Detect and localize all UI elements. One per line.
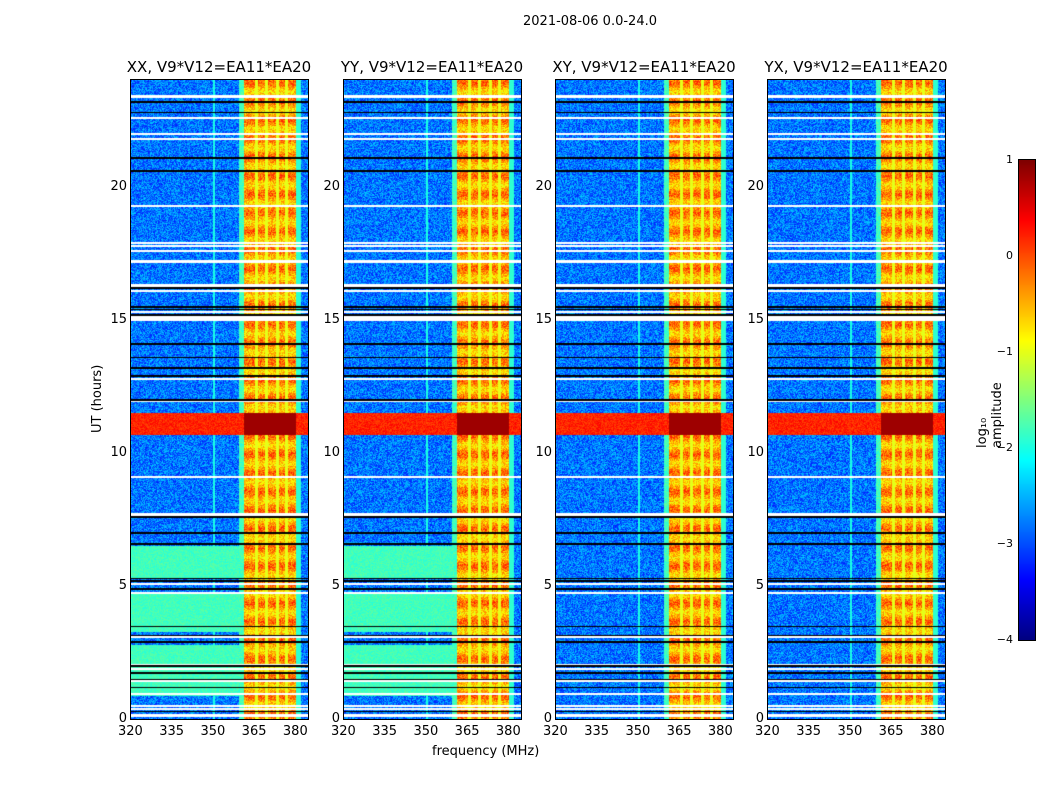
x-tick-label: 335 [159, 724, 185, 739]
x-tick-label: 380 [919, 724, 945, 739]
colorbar-tick-label: 0 [1006, 249, 1013, 262]
x-tick-label: 335 [584, 724, 610, 739]
y-tick-label: 10 [747, 444, 764, 460]
y-tick-label: 20 [535, 178, 552, 194]
heatmap-image [556, 80, 733, 719]
waterfall-panel [767, 79, 946, 720]
y-tick-label: 15 [323, 311, 340, 327]
y-tick-label: 0 [118, 711, 127, 726]
x-tick-label: 350 [625, 724, 651, 739]
x-tick-label: 320 [118, 724, 143, 739]
x-tick-label: 365 [454, 724, 480, 739]
x-tick-label: 320 [755, 724, 780, 739]
y-tick-label: 10 [323, 444, 340, 460]
y-tick-label: 10 [535, 444, 552, 460]
x-tick-label: 350 [200, 724, 226, 739]
y-tick-label: 15 [747, 311, 764, 327]
y-tick-label: 0 [331, 711, 340, 726]
x-tick-label: 380 [282, 724, 308, 739]
colorbar-tick-label: −1 [996, 345, 1013, 358]
x-tick-label: 350 [837, 724, 863, 739]
panel-title: YX, V9*V12=EA11*EA20 [764, 58, 948, 76]
x-tick-label: 365 [878, 724, 904, 739]
panel-title: XY, V9*V12=EA11*EA20 [552, 58, 736, 76]
y-tick-label: 15 [110, 311, 127, 327]
y-tick-label: 20 [110, 178, 127, 194]
colorbar-tick-label: −4 [996, 633, 1013, 646]
heatmap-image [131, 80, 308, 719]
x-tick-label: 335 [796, 724, 822, 739]
colorbar-label: log₁₀ amplitude [975, 382, 1005, 448]
y-tick-label: 10 [110, 444, 127, 460]
colorbar-tick-label: 1 [1006, 153, 1013, 166]
heatmap-image [768, 80, 945, 719]
y-tick-label: 20 [747, 178, 764, 194]
y-tick-label: 5 [755, 577, 764, 593]
y-tick-label: 15 [535, 311, 552, 327]
y-axis-label: UT (hours) [90, 364, 105, 433]
waterfall-panel [343, 79, 522, 720]
panel-title: XX, V9*V12=EA11*EA20 [126, 58, 312, 76]
x-tick-label: 365 [241, 724, 267, 739]
waterfall-panel [555, 79, 734, 720]
x-tick-label: 350 [413, 724, 439, 739]
colorbar [1018, 159, 1036, 641]
y-tick-label: 5 [331, 577, 340, 593]
colorbar-tick-label: −3 [996, 537, 1013, 550]
x-tick-label: 320 [543, 724, 568, 739]
y-tick-label: 5 [543, 577, 552, 593]
y-tick-label: 0 [755, 711, 764, 726]
x-tick-label: 335 [372, 724, 398, 739]
x-tick-label: 320 [331, 724, 356, 739]
x-tick-label: 365 [666, 724, 692, 739]
x-axis-label: frequency (MHz) [432, 744, 540, 759]
heatmap-image [344, 80, 521, 719]
y-tick-label: 0 [543, 711, 552, 726]
waterfall-panel [130, 79, 309, 720]
x-tick-label: 380 [495, 724, 521, 739]
colorbar-tick-label: −2 [996, 441, 1013, 454]
panel-title: YY, V9*V12=EA11*EA20 [340, 58, 524, 76]
x-tick-label: 380 [707, 724, 733, 739]
figure-title: 2021-08-06 0.0-24.0 [523, 14, 657, 29]
y-tick-label: 20 [323, 178, 340, 194]
y-tick-label: 5 [118, 577, 127, 593]
